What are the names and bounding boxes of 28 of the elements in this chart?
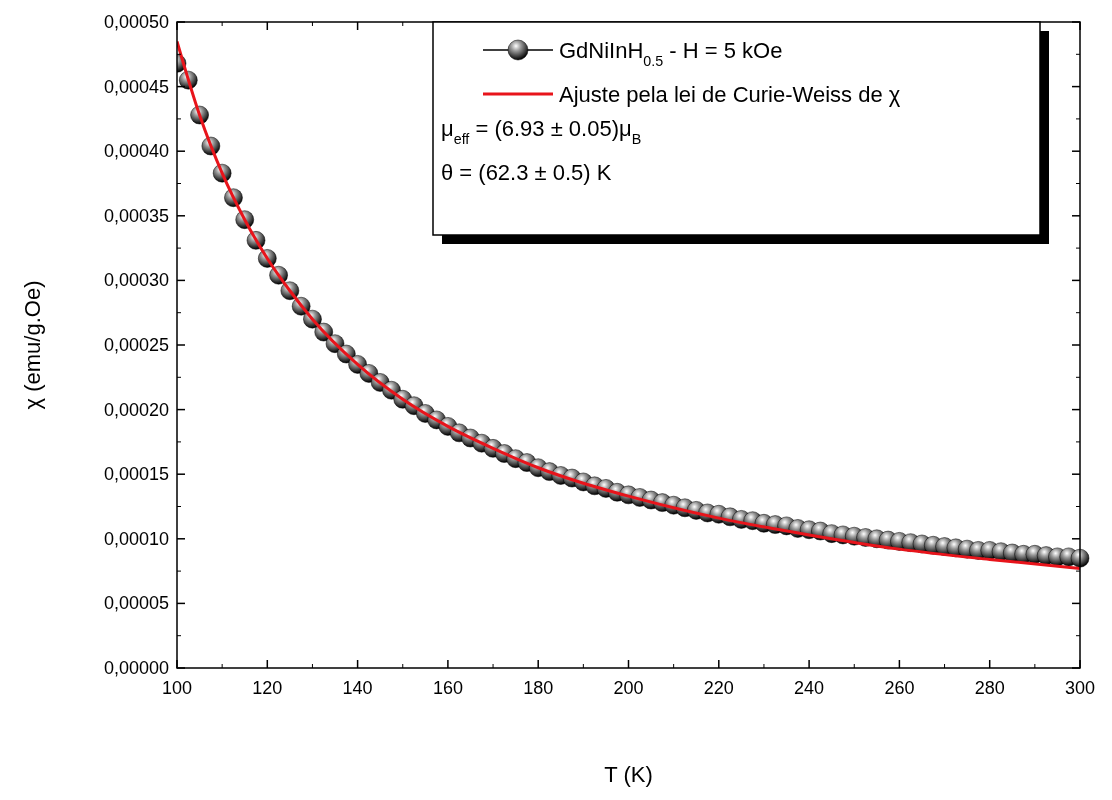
y-tick-label: 0,00050 — [103, 12, 169, 32]
legend-label: Ajuste pela lei de Curie-Weiss de χ — [559, 82, 901, 107]
x-tick-label: 160 — [432, 678, 463, 698]
y-tick-label: 0,00000 — [103, 658, 169, 678]
x-tick-label: 100 — [161, 678, 193, 698]
y-tick-label: 0,00040 — [103, 141, 169, 162]
y-tick-label: 0,00035 — [103, 205, 169, 226]
x-tick-label: 220 — [703, 678, 734, 698]
y-tick-label: 0,00020 — [103, 399, 169, 420]
annotation: θ = (62.3 ± 0.5) K — [441, 160, 612, 185]
x-tick-label: 180 — [523, 678, 554, 698]
x-tick-label: 280 — [974, 678, 1005, 698]
x-tick-label: 200 — [613, 678, 644, 698]
y-tick-label: 0,00005 — [103, 593, 169, 614]
y-tick-label: 0,00045 — [103, 76, 169, 97]
x-tick-label: 240 — [794, 678, 825, 698]
y-tick-label: 0,00015 — [103, 464, 169, 485]
annotation: μ$_{eff}$ = (6.93 ± 0.05)μ$_{B}$ — [441, 116, 642, 147]
x-tick-label: 140 — [342, 678, 373, 698]
y-tick-label: 0,00030 — [103, 270, 169, 291]
y-tick-label: 0,00010 — [103, 528, 169, 549]
y-axis-title: χ (emu/g.Oe) — [20, 280, 45, 410]
x-tick-label: 120 — [252, 678, 283, 698]
y-tick-label: 0,00025 — [103, 335, 169, 355]
x-tick-label: 260 — [884, 678, 915, 698]
legend-label: GdNiInH$_{0.5}$ - H = 5 kOe — [559, 38, 783, 69]
x-axis-title: T (K) — [604, 762, 653, 787]
x-tick-label: 300 — [1064, 678, 1096, 698]
